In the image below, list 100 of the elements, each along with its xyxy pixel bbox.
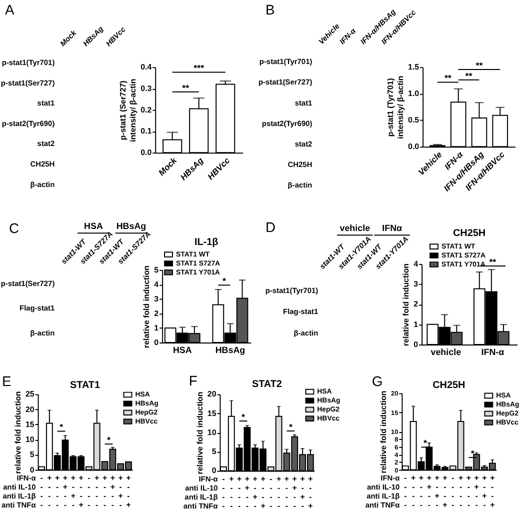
y-tick-label: 2 [414, 300, 419, 309]
y-tick-label: 1.5 [408, 62, 420, 72]
x-tick-label: + - - - [94, 474, 100, 510]
x-tick-label: - - - - [404, 474, 408, 510]
x-tick-label: + - - - [236, 474, 242, 510]
x-tick-label: + - - - [418, 474, 424, 510]
x-tick-label: + - - - [466, 474, 472, 510]
chart-title: STAT1 [70, 380, 100, 392]
x-tick-label: + - - - [411, 474, 416, 510]
y-tick-label: 0 [414, 340, 419, 349]
x-tick-label: + - + - [118, 474, 124, 510]
annotation: ** [476, 60, 484, 70]
y-tick-label: 20 [207, 390, 217, 399]
text: vehicle [340, 223, 370, 234]
text: IFNα [382, 223, 403, 234]
x-tick-label: - - - - [222, 474, 226, 510]
x-tick-label: + + - - [292, 474, 298, 510]
text: A [4, 1, 15, 18]
x-tick-label: IFN-α [481, 346, 505, 357]
x-tick-label: + - + - [434, 474, 440, 510]
x-tick-label: + - + - [70, 474, 76, 510]
x-tick-label: + - - + [126, 474, 132, 510]
annotation: * [288, 422, 293, 432]
y-tick-label: 4 [414, 259, 419, 268]
y-tick-label: 3 [414, 280, 419, 289]
text: HBsAg [116, 221, 146, 232]
y-tick-label: 20 [25, 404, 35, 414]
x-tick-label: + + - - [426, 474, 432, 510]
x-tick-label: + - - - [102, 474, 108, 510]
y-tick-label: 25 [25, 390, 35, 399]
y-axis-title: p-stat1 (Ser727) intensity/ β-actin [118, 78, 138, 142]
y-tick-label: 2 [154, 308, 160, 318]
y-tick-label: 1.0 [408, 89, 420, 98]
x-tick-label: + - - - [47, 474, 52, 510]
x-tick-label: - - - - [452, 474, 455, 510]
y-tick-label: 1 [154, 323, 160, 332]
annotation: * [222, 276, 226, 286]
chart-title: CH25H [432, 380, 466, 392]
chart-title: CH25H [452, 228, 486, 240]
x-tick-label: - - - - [88, 474, 91, 510]
annotation: *** [194, 63, 205, 74]
x-tick-label: + - - - [229, 474, 234, 510]
y-axis-title: relative fold induction [13, 391, 22, 474]
x-tick-label: - - - - [40, 474, 44, 510]
y-axis-title: relative fold induction [379, 390, 388, 474]
text: D [265, 219, 276, 236]
x-tick-label: - - - - [270, 474, 273, 510]
y-tick-label: 0.0 [408, 142, 420, 152]
y-tick-label: 0.5 [408, 116, 420, 125]
text: E [2, 373, 12, 390]
chart-title: STAT2 [252, 379, 282, 390]
chart-title: IL-1β [194, 237, 218, 248]
x-tick-label: vehicle [430, 346, 462, 357]
y-tick-label: 5 [30, 450, 35, 460]
x-tick-label: + - - - [276, 474, 282, 510]
text: C [8, 220, 19, 236]
y-axis-title: relative fold induction [195, 392, 204, 474]
x-tick-label: + - - + [442, 474, 448, 510]
text: B [265, 1, 275, 18]
annotation: * [106, 435, 111, 446]
annotation: ** [489, 256, 497, 267]
y-axis-title: relative fold induction [142, 265, 152, 348]
x-tick-label: + - - + [260, 474, 266, 510]
x-tick-label: + + - - [244, 474, 250, 510]
y-tick-label: 1 [414, 320, 419, 329]
y-tick-label: 0.3 [140, 84, 152, 93]
x-tick-label: + - - - [55, 474, 60, 510]
y-tick-label: 10 [25, 435, 35, 444]
y-tick-label: 15 [207, 408, 217, 418]
y-tick-label: 5 [154, 265, 160, 274]
y-tick-label: 0.4 [140, 62, 152, 72]
y-tick-label: 5 [212, 447, 217, 456]
annotation: ** [444, 73, 452, 84]
y-tick-label: 0.2 [140, 105, 152, 114]
x-tick-label: + - + - [252, 474, 258, 510]
x-tick-label: + - - + [308, 474, 314, 510]
annotation: * [470, 448, 475, 459]
annotation: * [423, 438, 428, 448]
text: HSA [84, 221, 104, 232]
y-tick-label: 0 [154, 338, 160, 347]
x-tick-label: + + - - [110, 474, 116, 510]
y-axis-title: p-stat1 (Tyr701) intensity/ β-actin [386, 76, 406, 139]
text: G [372, 373, 383, 390]
y-tick-label: 3 [154, 294, 160, 304]
x-tick-label: + - - - [458, 474, 464, 510]
text: F [188, 372, 198, 388]
y-tick-label: 10 [207, 428, 217, 437]
x-tick-label: + - - + [490, 474, 496, 510]
annotation: * [242, 412, 246, 422]
annotation: ** [465, 70, 473, 81]
y-tick-label: 4 [154, 280, 160, 289]
y-tick-label: 0 [30, 465, 35, 474]
x-tick-label: + + - - [474, 474, 480, 510]
x-tick-label: + - - - [284, 474, 290, 510]
x-tick-label: + + - - [62, 474, 68, 510]
x-tick-label: + - + - [482, 474, 488, 510]
annotation: ** [182, 82, 190, 93]
x-tick-label: + - + - [300, 474, 306, 510]
x-tick-label: HSA [172, 344, 192, 355]
y-tick-label: 0 [212, 466, 217, 476]
